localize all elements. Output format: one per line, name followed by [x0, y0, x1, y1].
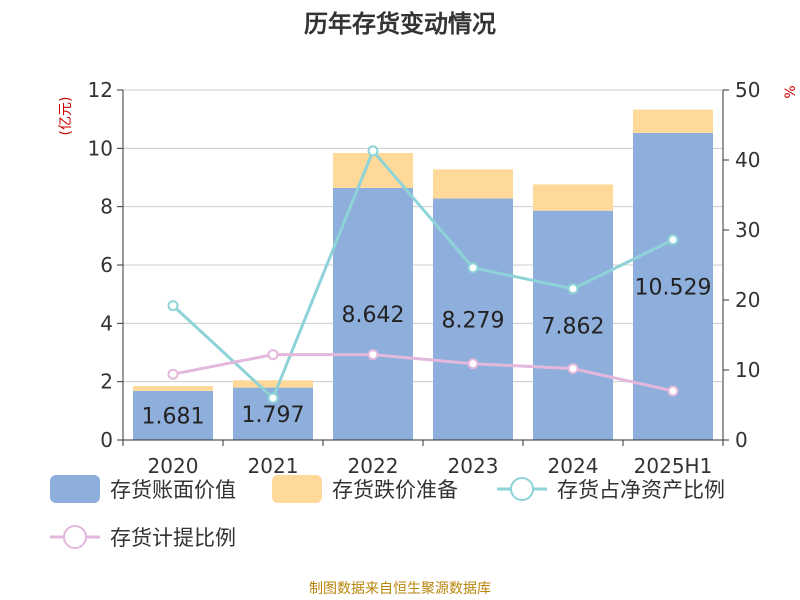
- bar-book-value: [133, 390, 213, 440]
- left-axis-unit: (亿元): [58, 97, 74, 136]
- right-tick-label: 40: [735, 148, 760, 172]
- left-tick-label: 12: [88, 78, 113, 102]
- bar-impairment: [233, 380, 313, 388]
- series-point: [367, 145, 379, 157]
- series-point: [667, 234, 679, 246]
- bar-layer: [133, 109, 713, 440]
- series-point: [167, 300, 179, 312]
- legend-label: 存货占净资产比例: [557, 478, 725, 502]
- bar-value-label: 8.642: [342, 303, 405, 328]
- left-tick-label: 0: [100, 428, 113, 452]
- bar-book-value: [333, 187, 413, 440]
- gridlines: [123, 89, 723, 383]
- left-tick-label: 2: [100, 370, 113, 394]
- right-tick-label: 20: [735, 288, 760, 312]
- x-tick-label: 2020: [148, 454, 199, 478]
- series-line: [171, 148, 674, 401]
- x-tick-label: 2023: [448, 454, 499, 478]
- series-line: [172, 353, 674, 393]
- legend-swatch: [272, 475, 322, 503]
- source-note: 制图数据来自恒生聚源数据库: [309, 581, 491, 597]
- x-tick-label: 2025H1: [634, 454, 713, 478]
- right-tick-label: 30: [735, 218, 760, 242]
- bar-book-value: [533, 210, 613, 440]
- legend-marker: [63, 525, 87, 549]
- bar-value-label: 8.279: [442, 308, 505, 333]
- legend-label: 存货跌价准备: [332, 478, 458, 502]
- series-point: [167, 368, 179, 380]
- x-tick-label: 2022: [348, 454, 399, 478]
- line-layer: [167, 145, 679, 404]
- axes: 0 2 4 6 8 10 12 0 10 20 30 40 50 2020 2021 2022 2023 2024…: [88, 78, 761, 478]
- bar-impairment: [633, 109, 713, 133]
- series-point: [467, 262, 479, 274]
- chart-title: 历年存货变动情况: [304, 10, 496, 38]
- legend-label: 存货计提比例: [110, 526, 236, 550]
- left-tick-label: 8: [100, 195, 113, 219]
- right-tick-label: 50: [735, 78, 760, 102]
- right-axis-unit: %: [783, 85, 799, 98]
- series-point: [367, 349, 379, 361]
- series-point: [467, 358, 479, 370]
- series-point: [567, 363, 579, 375]
- bar-value-label: 1.681: [142, 404, 205, 429]
- series-point: [667, 385, 679, 397]
- bar-value-label: 1.797: [242, 403, 305, 428]
- legend-swatch: [50, 475, 100, 503]
- bar-value-label: 7.862: [542, 314, 605, 339]
- left-tick-label: 6: [100, 253, 113, 277]
- bar-value-label: 10.529: [635, 275, 712, 300]
- legend-label: 存货账面价值: [110, 478, 236, 502]
- legend-marker: [510, 477, 534, 501]
- right-tick-label: 0: [735, 428, 748, 452]
- series-point: [267, 392, 279, 404]
- x-tick-label: 2024: [548, 454, 599, 478]
- bar-impairment: [433, 169, 513, 199]
- right-tick-label: 10: [735, 358, 760, 382]
- bar-impairment: [533, 184, 613, 211]
- bar-label-layer: 1.681 1.797 8.642 8.279 7.862 10.529: [142, 275, 712, 429]
- series-point: [567, 283, 579, 295]
- left-tick-label: 4: [100, 311, 113, 335]
- bar-impairment: [133, 386, 213, 391]
- x-tick-label: 2021: [248, 454, 299, 478]
- series-point: [267, 349, 279, 361]
- left-tick-label: 10: [88, 136, 113, 160]
